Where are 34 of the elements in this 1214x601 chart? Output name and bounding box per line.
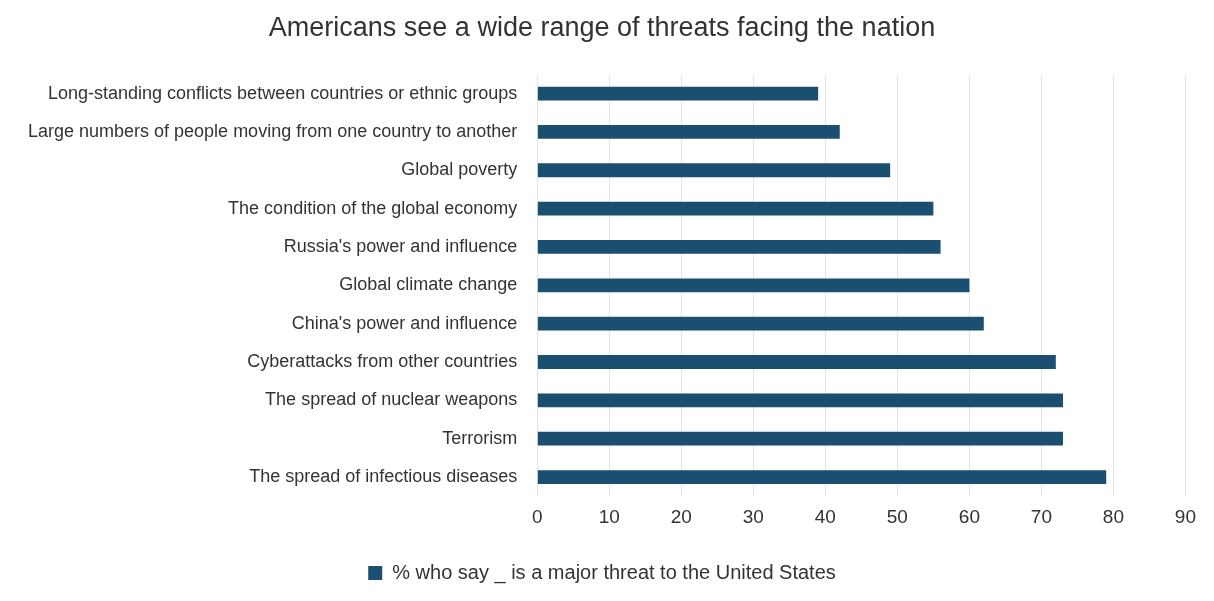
- x-tick-label: 0: [532, 505, 543, 527]
- bar: [537, 86, 819, 101]
- bar: [537, 393, 1064, 408]
- x-tick-label: 50: [886, 505, 908, 527]
- y-tick-label: Russia's power and influence: [283, 235, 518, 256]
- y-tick-label: Long-standing conflicts between countries or ethnic groups: [47, 82, 518, 103]
- x-tick-label: 60: [958, 505, 980, 527]
- y-tick-label: Terrorism: [442, 427, 518, 448]
- x-tick-label: 20: [670, 505, 692, 527]
- bar: [537, 125, 840, 139]
- chart-title: Americans see a wide range of threats facing the nation: [268, 11, 936, 42]
- x-tick-label: 70: [1030, 505, 1052, 527]
- bar: [537, 431, 1064, 446]
- bar: [537, 470, 1107, 484]
- y-tick-label: Large numbers of people moving from one country to another: [27, 120, 518, 141]
- x-tick-label: 10: [598, 505, 620, 527]
- bar: [537, 201, 934, 216]
- bar: [537, 316, 984, 331]
- y-tick-label: The spread of infectious diseases: [249, 466, 518, 486]
- y-tick-label: China's power and influence: [291, 312, 518, 333]
- y-tick-label: Global poverty: [401, 159, 518, 180]
- x-tick-label: 30: [742, 505, 764, 527]
- y-tick-label: Global climate change: [339, 274, 518, 295]
- y-tick-label: The condition of the global economy: [228, 197, 518, 218]
- legend-label: % who say _ is a major threat to the United States: [392, 560, 836, 584]
- x-tick-label: 90: [1174, 505, 1196, 527]
- y-tick-label: Cyberattacks from other countries: [247, 350, 518, 371]
- bar: [537, 163, 891, 178]
- x-tick-label: 40: [814, 505, 836, 527]
- y-tick-label: The spread of nuclear weapons: [265, 389, 518, 410]
- bar: [537, 355, 1056, 369]
- bar: [537, 240, 941, 254]
- x-tick-label: 80: [1102, 505, 1124, 527]
- bar: [537, 278, 970, 293]
